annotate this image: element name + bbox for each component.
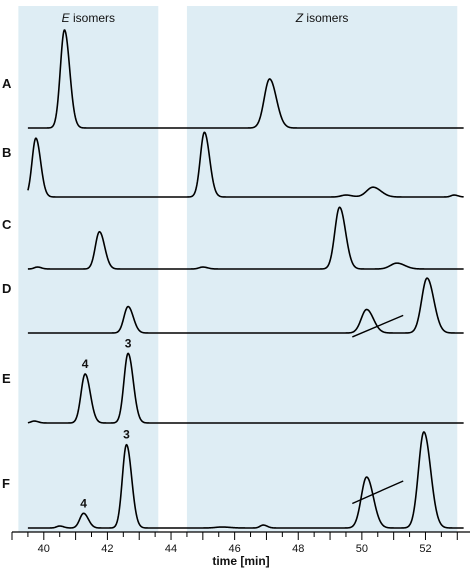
region-labels: E isomers Z isomers (62, 11, 349, 25)
x-tick-label: 44 (165, 543, 177, 555)
trace-E (27, 352, 464, 424)
peak-label-E-4: 4 (82, 357, 89, 371)
peak-annotations: 4 3 4 3 (80, 336, 132, 510)
trace-label-C: C (2, 217, 12, 232)
x-axis-ticks: 40 42 44 46 48 50 52 (11, 532, 458, 555)
traces (27, 29, 464, 529)
trace-label-D: D (2, 281, 11, 296)
region-label-e: E isomers (62, 11, 115, 25)
x-axis-label: time [min] (212, 554, 269, 568)
trace-C (27, 206, 464, 270)
trace-D (27, 277, 464, 334)
peak-label-E-3: 3 (125, 336, 132, 350)
peak-label-F-3: 3 (123, 428, 130, 442)
x-tick-label: 52 (419, 543, 431, 555)
trace-label-A: A (2, 76, 12, 91)
region-label-z: Z isomers (295, 11, 349, 25)
peak-label-F-4: 4 (80, 496, 87, 510)
x-tick-label: 46 (229, 543, 241, 555)
trace-B (27, 131, 464, 198)
x-axis: 40 42 44 46 48 50 52 time [min] (11, 531, 470, 568)
trace-F (27, 431, 464, 529)
trace-labels: A B C D E F (2, 76, 12, 491)
trace-label-E: E (2, 371, 11, 386)
x-tick-label: 50 (356, 543, 368, 555)
x-tick-label: 40 (38, 543, 50, 555)
trace-label-F: F (2, 476, 10, 491)
trace-label-B: B (2, 145, 11, 160)
trace-D-baseline-mark (352, 314, 404, 338)
trace-A (27, 29, 464, 129)
x-tick-label: 48 (292, 543, 304, 555)
trace-F-baseline-mark (352, 480, 404, 505)
x-tick-label: 42 (101, 543, 113, 555)
